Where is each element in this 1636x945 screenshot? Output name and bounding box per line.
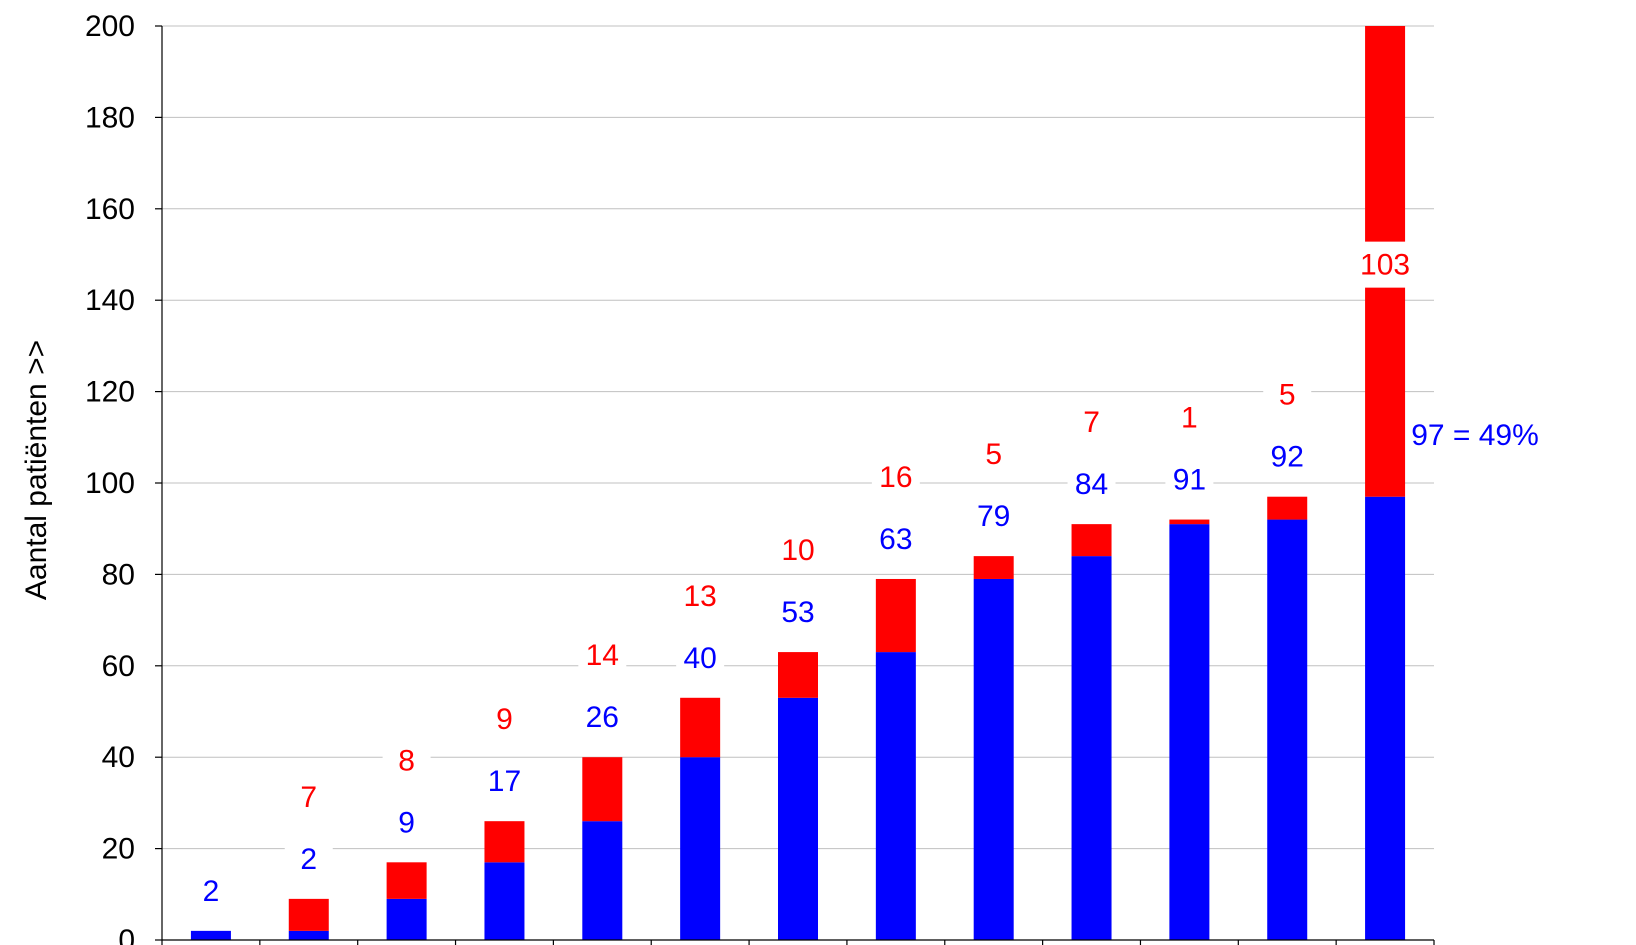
bar-blue-4 bbox=[484, 862, 525, 940]
total-annotation: 97 = 49% bbox=[1411, 419, 1539, 452]
label-background bbox=[1067, 402, 1116, 441]
bar-blue-3 bbox=[386, 898, 427, 940]
label-background bbox=[1263, 374, 1312, 413]
bar-red-7 bbox=[778, 652, 818, 698]
label-background bbox=[969, 496, 1018, 535]
red-value-label: 14 bbox=[586, 639, 619, 672]
y-tick-label: 140 bbox=[85, 284, 135, 317]
label-background bbox=[186, 870, 235, 909]
bar-red-11 bbox=[1169, 519, 1210, 525]
label-background bbox=[676, 575, 725, 614]
bar-blue-8 bbox=[875, 652, 916, 940]
label-background bbox=[578, 697, 627, 736]
gridlines bbox=[162, 25, 1434, 850]
label-background bbox=[774, 592, 822, 631]
bar-blue-13 bbox=[1365, 496, 1406, 940]
blue-value-label: 79 bbox=[977, 500, 1010, 533]
red-value-label: 5 bbox=[1279, 379, 1296, 412]
label-background bbox=[1165, 459, 1214, 498]
bar-red-8 bbox=[875, 578, 916, 653]
blue-value-label: 91 bbox=[1173, 464, 1206, 497]
bar-blue-10 bbox=[1071, 556, 1112, 940]
bar-red-4 bbox=[484, 821, 525, 863]
bar-red-2 bbox=[288, 898, 329, 931]
bar-blue-7 bbox=[778, 697, 818, 940]
bar-blue-9 bbox=[973, 578, 1014, 940]
y-tick-label: 80 bbox=[102, 558, 135, 591]
label-background bbox=[969, 434, 1018, 473]
bar-red-3 bbox=[386, 862, 427, 899]
red-value-label: 5 bbox=[985, 438, 1002, 471]
label-background bbox=[480, 761, 529, 800]
red-value-label: 103 bbox=[1360, 249, 1410, 282]
blue-value-label: 92 bbox=[1271, 441, 1304, 474]
red-value-label: 7 bbox=[1083, 406, 1100, 439]
y-axis-title: Aantal patiënten >> bbox=[20, 340, 53, 600]
bars bbox=[190, 26, 1406, 940]
y-tick-label: 120 bbox=[85, 376, 135, 409]
y-tick-label: 60 bbox=[102, 650, 135, 683]
bar-red-10 bbox=[1071, 524, 1112, 557]
label-background bbox=[382, 802, 431, 841]
label-background bbox=[1165, 397, 1214, 436]
bar-red-12 bbox=[1267, 496, 1308, 520]
label-background bbox=[871, 518, 920, 557]
blue-value-label: 84 bbox=[1075, 468, 1108, 501]
label-background bbox=[871, 456, 920, 495]
y-tick-label: 200 bbox=[85, 10, 135, 43]
blue-value-label: 17 bbox=[488, 765, 521, 798]
blue-value-label: 26 bbox=[586, 701, 619, 734]
red-value-label: 13 bbox=[683, 580, 716, 613]
y-tick-label: 160 bbox=[85, 193, 135, 226]
bar-blue-2 bbox=[288, 930, 329, 940]
red-value-label: 7 bbox=[300, 781, 317, 814]
y-tick-label: 20 bbox=[102, 833, 135, 866]
label-background bbox=[774, 530, 822, 569]
y-tick-label: 180 bbox=[85, 101, 135, 134]
label-background bbox=[284, 838, 333, 877]
red-value-label: 16 bbox=[879, 461, 912, 494]
y-tick-label: 40 bbox=[102, 741, 135, 774]
label-background bbox=[382, 740, 431, 779]
blue-value-label: 53 bbox=[781, 596, 814, 629]
bar-blue-5 bbox=[582, 821, 623, 940]
label-background bbox=[480, 699, 529, 738]
red-value-label: 10 bbox=[781, 534, 814, 567]
label-background bbox=[1067, 464, 1116, 503]
blue-value-label: 63 bbox=[879, 523, 912, 556]
label-background bbox=[676, 637, 725, 676]
blue-value-label: 2 bbox=[203, 875, 220, 908]
bar-red-9 bbox=[973, 556, 1014, 579]
bar-blue-1 bbox=[190, 930, 231, 940]
label-background bbox=[578, 635, 627, 674]
bar-red-5 bbox=[582, 757, 623, 822]
red-value-label: 9 bbox=[496, 703, 513, 736]
red-value-label: 8 bbox=[398, 744, 415, 777]
bar-blue-11 bbox=[1169, 524, 1210, 940]
bar-blue-6 bbox=[680, 757, 721, 940]
label-background bbox=[284, 776, 333, 815]
blue-value-label: 2 bbox=[300, 843, 317, 876]
label-background bbox=[1353, 241, 1418, 288]
blue-value-label: 40 bbox=[683, 642, 716, 675]
label-background bbox=[1263, 436, 1312, 475]
y-tick-label: 100 bbox=[85, 467, 135, 500]
bar-blue-12 bbox=[1267, 519, 1308, 940]
bar-red-6 bbox=[680, 697, 721, 758]
blue-value-label: 9 bbox=[398, 806, 415, 839]
red-value-label: 1 bbox=[1181, 402, 1198, 435]
y-tick-label: 0 bbox=[118, 924, 135, 945]
